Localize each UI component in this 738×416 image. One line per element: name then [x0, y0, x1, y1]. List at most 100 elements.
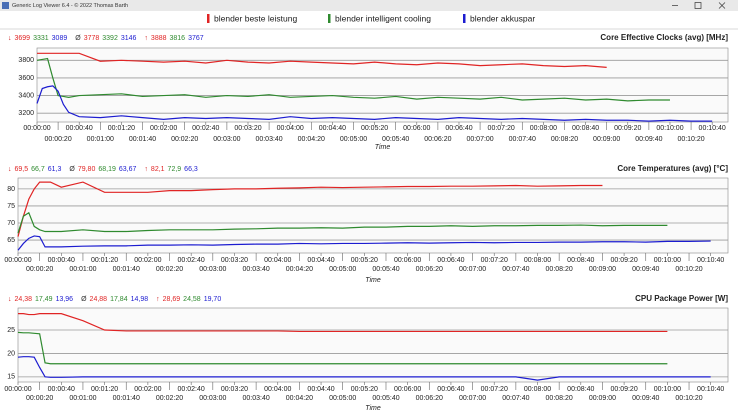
- stat-symbol: ↓: [8, 296, 12, 303]
- x-tick-label: 00:02:00: [150, 125, 177, 132]
- stat-value: 14,98: [131, 296, 149, 303]
- y-tick-label: 3400: [18, 92, 34, 99]
- stat-value: 17,49: [35, 296, 53, 303]
- stat-value: 24,38: [15, 296, 33, 303]
- x-tick-label: 00:03:20: [221, 257, 248, 264]
- maximize-button[interactable]: [694, 2, 702, 9]
- chart: ↓ 69,5 66,7 61,3 Ø 79,80 68,19 63,67 ↑ 82,1 72,9 66…: [4, 164, 728, 284]
- y-tick-label: 15: [7, 374, 15, 381]
- x-tick-label: 00:09:00: [589, 395, 616, 402]
- stat-value: 24,88: [90, 296, 108, 303]
- x-tick-label: 00:09:40: [632, 266, 659, 273]
- app-icon: [2, 2, 9, 9]
- chart-title: Core Temperatures (avg) [°C]: [617, 164, 728, 173]
- x-tick-label: 00:10:40: [697, 386, 724, 393]
- plot-area: [17, 307, 729, 383]
- x-tick-label: 00:08:00: [524, 386, 551, 393]
- x-tick-label: 00:10:40: [699, 125, 726, 132]
- x-tick-label: 00:01:00: [69, 395, 96, 402]
- x-tick-label: 00:05:20: [361, 125, 388, 132]
- stat-value: 79,80: [78, 166, 96, 173]
- y-tick-label: 3600: [18, 75, 34, 82]
- x-tick-label: 00:00:00: [23, 125, 50, 132]
- x-tick-label: 00:00:40: [48, 257, 75, 264]
- series-line: [17, 356, 711, 381]
- x-tick-label: 00:00:40: [48, 386, 75, 393]
- x-tick-label: 00:06:20: [424, 136, 451, 143]
- stat-value: 68,19: [98, 166, 116, 173]
- stat-symbol: ↓: [8, 166, 12, 173]
- x-tick-label: 00:03:20: [234, 125, 261, 132]
- stat-value: 3392: [102, 35, 118, 42]
- title-bar: [0, 0, 738, 11]
- x-tick-label: 00:02:20: [171, 136, 198, 143]
- stat-symbol: ↑: [144, 166, 148, 173]
- x-tick-label: 00:07:20: [488, 125, 515, 132]
- x-tick-label: 00:07:00: [459, 395, 486, 402]
- x-tick-label: 00:10:00: [654, 386, 681, 393]
- y-tick-label: 20: [7, 350, 15, 357]
- x-tick-label: 00:02:40: [178, 386, 205, 393]
- x-tick-label: 00:03:20: [221, 386, 248, 393]
- stat-value: 61,3: [48, 166, 62, 173]
- x-tick-label: 00:01:20: [108, 125, 135, 132]
- x-tick-label: 00:04:00: [277, 125, 304, 132]
- x-tick-label: 00:10:00: [654, 257, 681, 264]
- series-line: [17, 235, 711, 251]
- x-tick-label: 00:08:00: [524, 257, 551, 264]
- x-tick-label: 00:10:40: [697, 257, 724, 264]
- window-title: Generic Log Viewer 6.4 - © 2022 Thomas B…: [12, 2, 128, 9]
- x-tick-label: 00:01:00: [69, 266, 96, 273]
- y-tick-label: 3200: [18, 110, 34, 117]
- x-tick-label: 00:05:40: [382, 136, 409, 143]
- stat-value: 3778: [84, 35, 100, 42]
- series-line: [18, 313, 668, 333]
- x-tick-label: 00:03:40: [242, 395, 269, 402]
- legend-label[interactable]: blender beste leistung: [214, 13, 297, 23]
- stat-value: 13,96: [56, 296, 74, 303]
- x-tick-label: 00:04:20: [298, 136, 325, 143]
- x-tick-label: 00:06:40: [445, 125, 472, 132]
- legend-swatch: [328, 14, 331, 23]
- x-tick-label: 00:05:00: [329, 395, 356, 402]
- stat-value: 3816: [170, 35, 186, 42]
- x-tick-label: 00:00:20: [26, 266, 53, 273]
- x-tick-label: 00:07:40: [509, 136, 536, 143]
- x-tick-label: 00:09:00: [589, 266, 616, 273]
- x-tick-label: 00:03:40: [255, 136, 282, 143]
- x-tick-label: 00:01:20: [91, 386, 118, 393]
- stat-value: 82,1: [151, 166, 165, 173]
- plot-area: [36, 47, 729, 123]
- x-tick-label: 00:10:00: [656, 125, 683, 132]
- x-tick-label: 00:08:40: [567, 257, 594, 264]
- stats: ↓ 69,5 66,7 61,3 Ø 79,80 68,19 63,67 ↑ 82,1 72,9 66…: [8, 166, 198, 173]
- legend-label[interactable]: blender akkuspar: [470, 13, 535, 23]
- x-tick-label: 00:04:00: [264, 386, 291, 393]
- x-tick-label: 00:05:20: [351, 386, 378, 393]
- y-tick-label: 65: [7, 237, 15, 244]
- x-tick-label: 00:03:40: [242, 266, 269, 273]
- x-tick-label: 00:09:20: [610, 386, 637, 393]
- legend-label[interactable]: blender intelligent cooling: [335, 13, 431, 23]
- x-tick-label: 00:08:40: [572, 125, 599, 132]
- x-tick-label: 00:02:20: [156, 266, 183, 273]
- x-tick-label: 00:06:00: [394, 386, 421, 393]
- close-button[interactable]: [718, 2, 726, 9]
- stat-value: 17,84: [110, 296, 128, 303]
- y-tick-label: 3800: [18, 57, 34, 64]
- x-tick-label: 00:01:40: [113, 395, 140, 402]
- y-tick-label: 75: [7, 203, 15, 210]
- x-tick-label: 00:00:40: [66, 125, 93, 132]
- x-tick-label: 00:00:00: [4, 386, 31, 393]
- stat-value: 3888: [151, 35, 167, 42]
- x-tick-label: 00:05:00: [329, 266, 356, 273]
- x-tick-label: 00:03:00: [199, 266, 226, 273]
- x-tick-label: 00:06:00: [403, 125, 430, 132]
- y-tick-label: 25: [7, 327, 15, 334]
- x-tick-label: 00:09:40: [635, 136, 662, 143]
- x-tick-label: 00:01:40: [129, 136, 156, 143]
- charts: ↓ 3699 3331 3089 Ø 3778 3392 3146 ↑ 3888 3816 3767 C…: [4, 33, 728, 412]
- stat-symbol: ↑: [156, 296, 160, 303]
- x-tick-label: 00:00:20: [44, 136, 71, 143]
